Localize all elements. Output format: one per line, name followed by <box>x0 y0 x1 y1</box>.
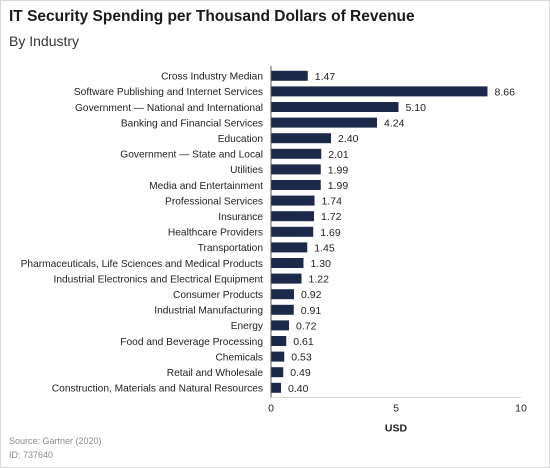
category-label: Food and Beverage Processing <box>120 337 263 348</box>
category-label: Energy <box>231 321 264 332</box>
chart-id: ID: 737640 <box>9 450 54 460</box>
value-label: 1.45 <box>314 242 335 254</box>
bar <box>271 320 289 331</box>
category-label: Professional Services <box>165 196 263 207</box>
category-label: Cross Industry Median <box>161 72 263 83</box>
bar <box>271 258 304 268</box>
value-label: 2.40 <box>338 133 359 145</box>
category-label: Pharmaceuticals, Life Sciences and Medic… <box>21 259 263 270</box>
bar <box>271 382 281 393</box>
value-label: 1.72 <box>321 211 342 223</box>
value-label: 2.01 <box>328 149 349 161</box>
bar <box>271 351 285 362</box>
category-label: Software Publishing and Internet Service… <box>74 87 263 98</box>
category-label: Industrial Electronics and Electrical Eq… <box>53 274 263 285</box>
value-label: 1.99 <box>328 180 349 192</box>
category-label: Retail and Wholesale <box>167 368 264 379</box>
value-label: 8.66 <box>495 86 516 98</box>
bar <box>271 148 322 159</box>
value-label: 5.10 <box>406 102 427 114</box>
category-label: Consumer Products <box>173 290 263 301</box>
value-label: 0.49 <box>290 367 311 379</box>
value-label: 0.53 <box>291 352 312 364</box>
category-label: Insurance <box>218 212 263 223</box>
category-label: Media and Entertainment <box>149 181 263 192</box>
bar <box>271 242 308 253</box>
bar <box>271 211 314 222</box>
category-label: Healthcare Providers <box>168 228 263 239</box>
source-note: Source: Gartner (2020) <box>9 436 102 446</box>
value-label: 0.40 <box>288 383 309 395</box>
x-tick-label: 10 <box>515 403 527 415</box>
bar <box>271 304 294 315</box>
bar <box>271 117 377 128</box>
value-label: 4.24 <box>384 118 405 130</box>
value-label: 1.22 <box>309 274 330 286</box>
bar <box>271 133 331 144</box>
value-label: 0.91 <box>301 305 322 317</box>
value-label: 1.74 <box>322 196 343 208</box>
bar <box>271 226 314 237</box>
bar <box>271 164 321 175</box>
value-label: 0.72 <box>296 320 317 332</box>
category-label: Utilities <box>230 165 263 176</box>
category-label: Government — National and International <box>75 103 263 114</box>
x-tick-label: 5 <box>393 403 399 415</box>
category-label: Construction, Materials and Natural Reso… <box>52 384 263 395</box>
chart-title: IT Security Spending per Thousand Dollar… <box>9 8 415 25</box>
chart-subtitle: By Industry <box>9 33 80 49</box>
bar <box>271 289 294 300</box>
category-label: Industrial Manufacturing <box>154 306 263 317</box>
category-label: Transportation <box>198 243 263 254</box>
bar <box>271 86 488 97</box>
value-label: 1.99 <box>328 164 349 176</box>
value-label: 1.30 <box>311 258 332 270</box>
category-label: Government — State and Local <box>120 150 263 161</box>
bar <box>271 336 287 346</box>
category-label: Chemicals <box>215 352 263 363</box>
x-tick-label: 0 <box>268 403 274 415</box>
x-axis-title: USD <box>385 423 408 435</box>
bar <box>271 102 399 112</box>
value-label: 0.61 <box>293 336 314 348</box>
bar <box>271 180 321 190</box>
value-label: 1.47 <box>315 71 336 83</box>
category-label: Education <box>218 134 263 145</box>
bar <box>271 195 315 206</box>
bar <box>271 273 302 284</box>
value-label: 0.92 <box>301 289 322 301</box>
value-label: 1.69 <box>320 227 341 239</box>
bar <box>271 367 284 378</box>
category-label: Banking and Financial Services <box>121 118 263 129</box>
bar <box>271 70 308 81</box>
